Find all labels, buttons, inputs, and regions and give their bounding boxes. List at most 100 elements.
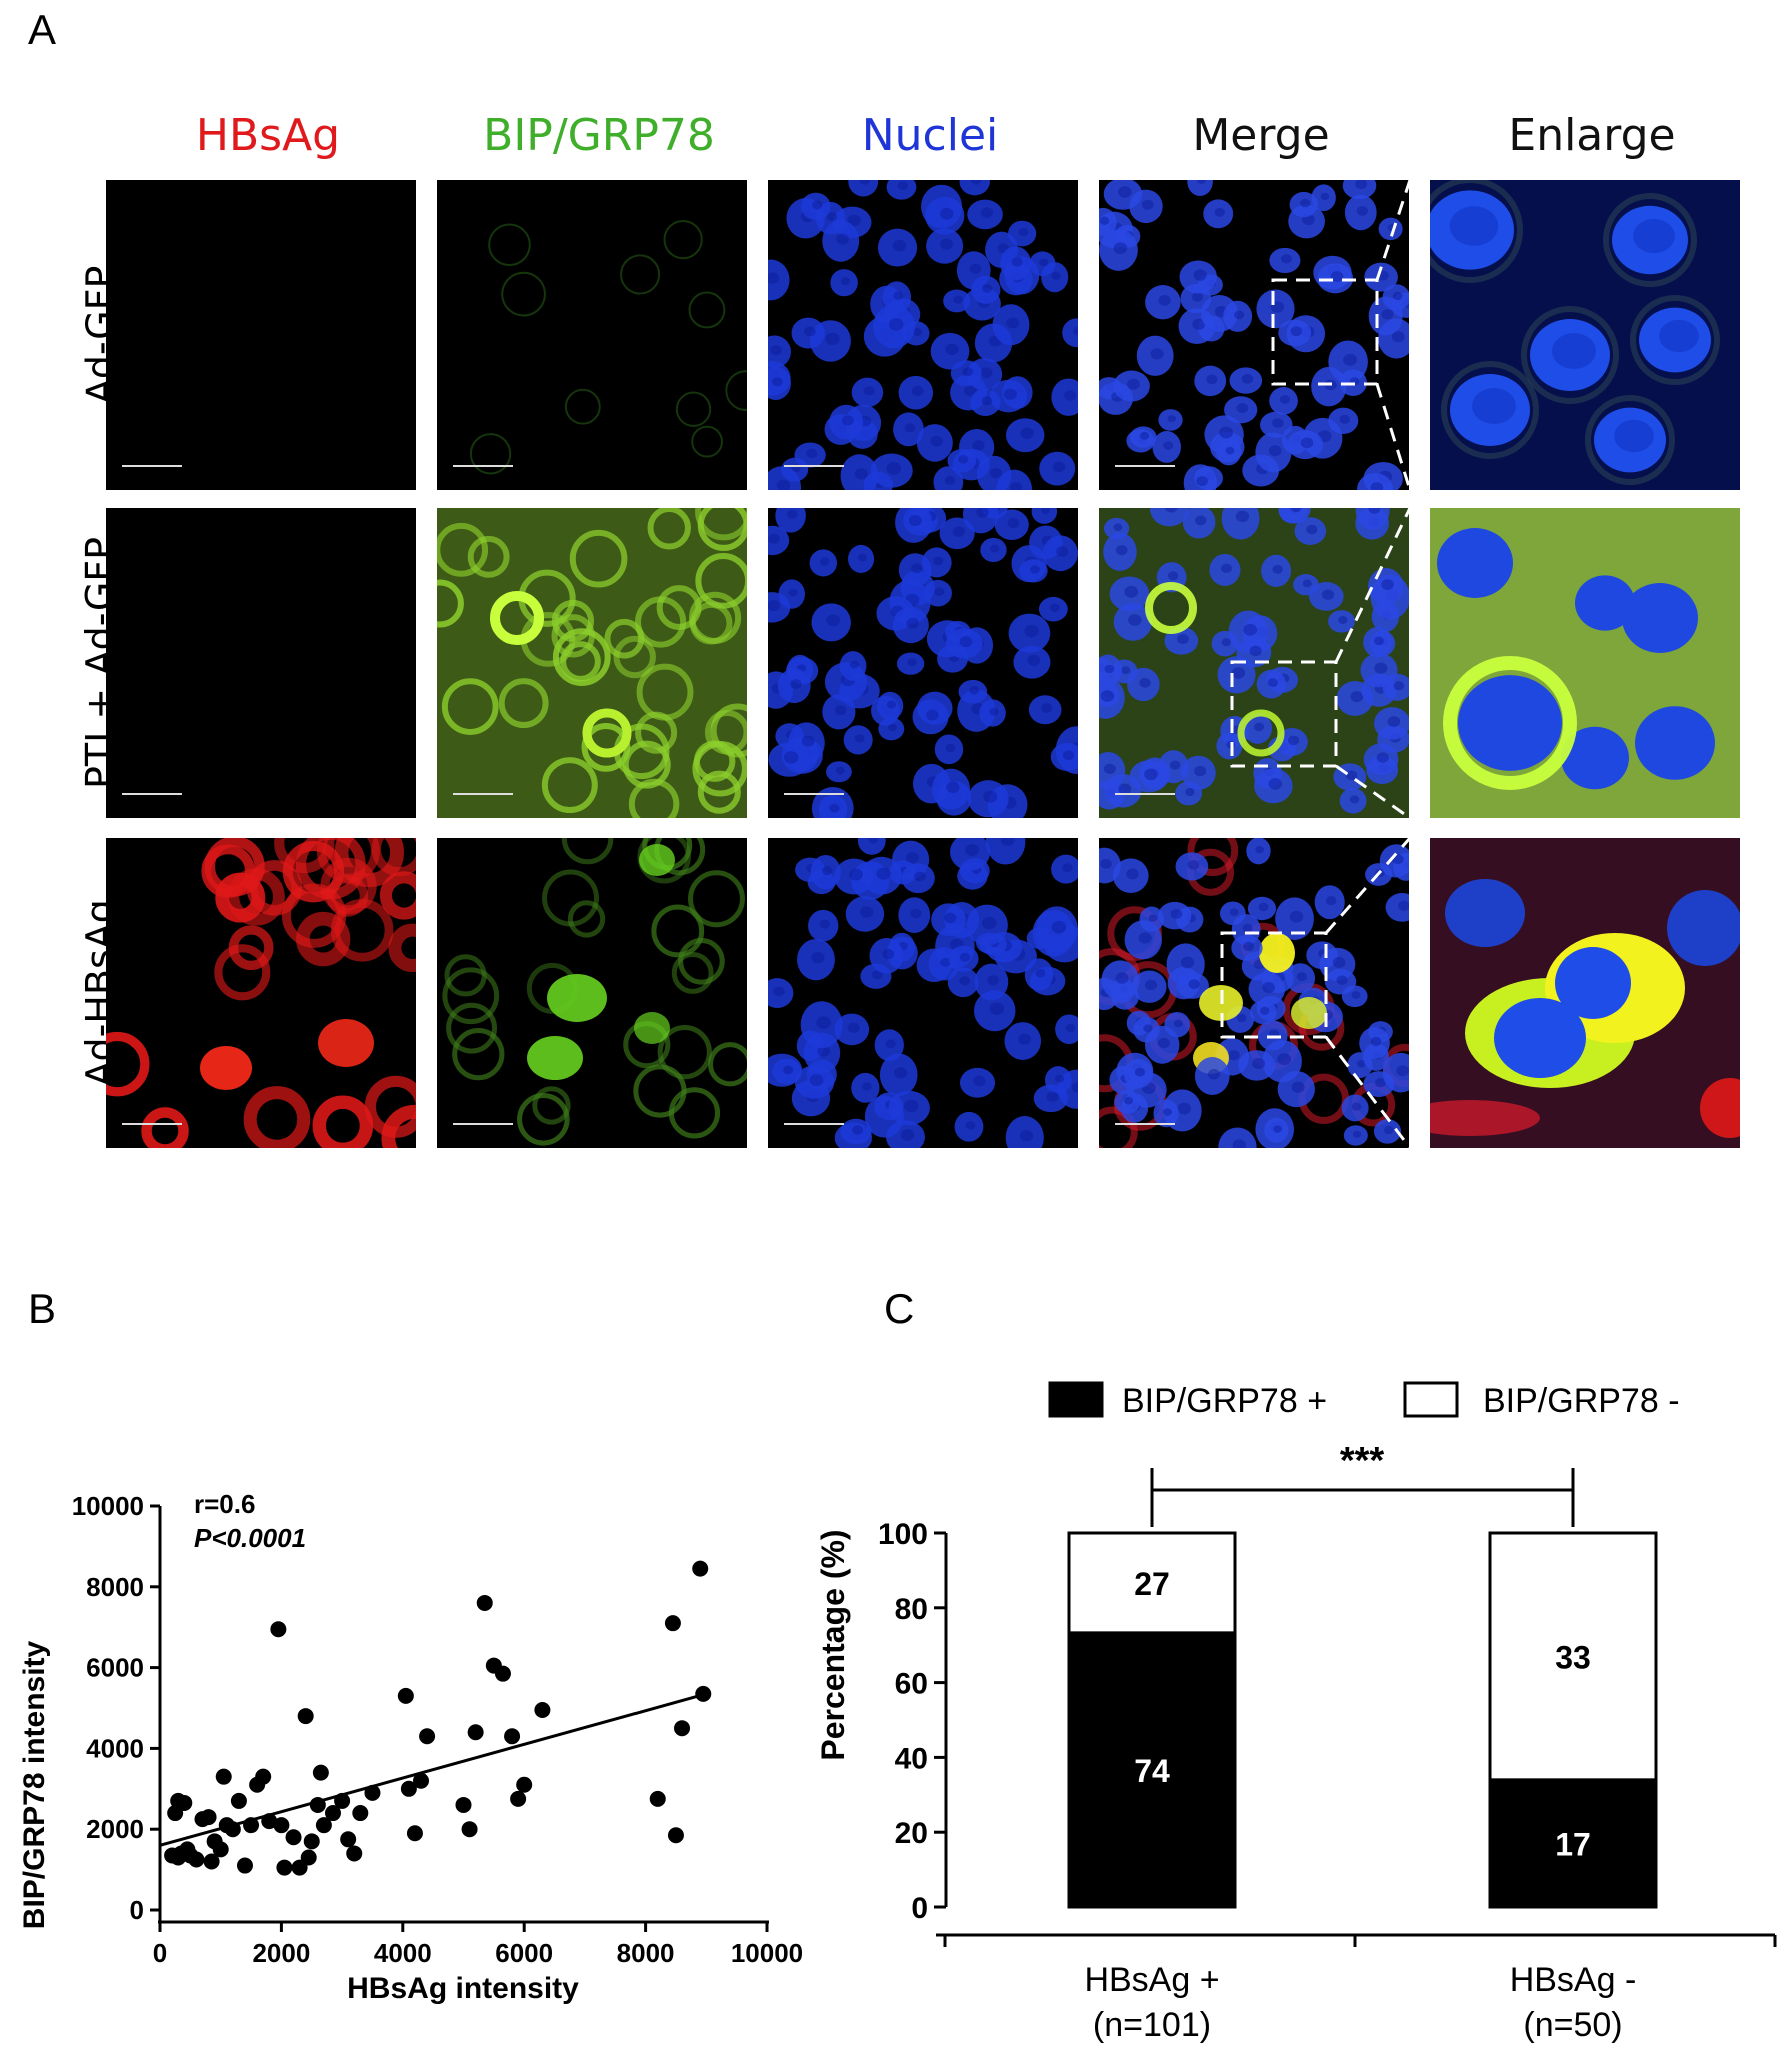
zoom-box-row2 <box>1230 660 1338 768</box>
scatter-point <box>236 1857 253 1874</box>
bar-value-label: 74 <box>1134 1753 1170 1789</box>
bar-segment-negative <box>1488 1531 1658 1782</box>
tile-ad-gfp-bip <box>437 180 747 490</box>
legend-label-positive: BIP/GRP78 + <box>1122 1382 1327 1420</box>
bar-value-label: 27 <box>1134 1566 1170 1602</box>
tile-ad-gfp-hbsag <box>106 180 416 490</box>
scatter-point <box>340 1831 357 1848</box>
scatter-point <box>419 1728 436 1745</box>
scatter-x-axis-label: HBsAg intensity <box>347 1972 579 2005</box>
bar-category-label: (n=50) <box>1523 2006 1622 2044</box>
scatter-point <box>516 1776 533 1793</box>
scatter-point <box>315 1817 332 1834</box>
scatter-x-tick-label: 4000 <box>374 1938 432 1968</box>
scatter-annotation-p: P<0.0001 <box>194 1523 306 1553</box>
bar-segment-negative <box>1067 1531 1237 1635</box>
scatter-point <box>400 1780 417 1797</box>
scatter-x-tick-label: 6000 <box>495 1938 553 1968</box>
bar-y-axis-label: Percentage (%) <box>815 1529 851 1760</box>
scatter-y-tick-label: 0 <box>130 1895 144 1925</box>
scatter-chart: r=0.6 P<0.0001 0 2000 4000 6000 8000 10000 0 20… <box>18 1489 803 2005</box>
scatter-y-tick-label: 8000 <box>86 1572 144 1602</box>
scatter-point <box>494 1665 511 1682</box>
zoom-line-row2-bottom <box>1335 764 1411 820</box>
scatter-point <box>352 1805 369 1822</box>
scatter-point <box>297 1708 314 1725</box>
bar-y-tick-label: 100 <box>878 1518 928 1551</box>
scatter-point <box>312 1764 329 1781</box>
scatter-point <box>510 1790 527 1807</box>
scatter-point <box>664 1615 681 1632</box>
bar-y-tick-label: 40 <box>895 1742 928 1775</box>
tile-pti-ad-gfp-nuclei <box>768 508 1078 818</box>
bar-segment-positive <box>1067 1631 1237 1909</box>
scatter-point <box>203 1853 220 1870</box>
tile-ad-hbsag-enlarge <box>1430 838 1740 1148</box>
zoom-box-row1 <box>1271 278 1379 386</box>
panel-letter-c: C <box>884 1285 915 1332</box>
scatter-point <box>285 1829 302 1846</box>
scatter-point <box>170 1849 187 1866</box>
legend-swatch-positive <box>1048 1381 1104 1418</box>
bar-value-label: 33 <box>1555 1639 1591 1675</box>
scatter-y-tick-label: 10000 <box>72 1491 144 1521</box>
scatter-point <box>504 1728 521 1745</box>
scatter-point <box>406 1825 423 1842</box>
scatter-point <box>255 1768 272 1785</box>
scatter-point <box>467 1724 484 1741</box>
scatter-point <box>534 1702 551 1719</box>
column-header-nuclei: Nuclei <box>861 110 999 161</box>
scatter-point <box>476 1594 493 1611</box>
scatter-point <box>215 1768 232 1785</box>
bar-category-label: HBsAg + <box>1084 1961 1219 1999</box>
scatter-point <box>270 1621 287 1638</box>
scatter-point <box>230 1792 247 1809</box>
tile-pti-ad-gfp-hbsag <box>106 508 416 818</box>
zoom-guide-lines <box>1220 278 1412 1149</box>
column-header-merge: Merge <box>1192 110 1330 161</box>
tile-ad-gfp-enlarge <box>1430 180 1740 490</box>
tile-ad-gfp-merge <box>1099 180 1409 490</box>
bar-category-label: HBsAg - <box>1510 1961 1637 1999</box>
legend-label-negative: BIP/GRP78 - <box>1483 1382 1680 1420</box>
column-header-enlarge: Enlarge <box>1508 110 1676 161</box>
significance-bracket <box>1150 1468 1575 1527</box>
scatter-point <box>303 1833 320 1850</box>
tile-ad-gfp-nuclei <box>768 180 1078 490</box>
scatter-point <box>276 1859 293 1876</box>
scatter-y-tick-label: 2000 <box>86 1814 144 1844</box>
stacked-bar-chart: BIP/GRP78 + BIP/GRP78 - *** 0 20 40 60 80 100… <box>815 1381 1777 2044</box>
scatter-point <box>176 1794 193 1811</box>
scatter-annotation-r: r=0.6 <box>194 1489 255 1519</box>
column-header-bip: BIP/GRP78 <box>483 110 715 161</box>
significance-stars: *** <box>1340 1440 1385 1482</box>
scatter-point <box>674 1720 691 1737</box>
scatter-x-tick-label: 10000 <box>731 1938 803 1968</box>
scatter-point <box>413 1772 430 1789</box>
scatter-y-tick-label: 6000 <box>86 1653 144 1683</box>
zoom-line-row3-bottom <box>1324 1036 1412 1149</box>
zoom-box-row3 <box>1220 931 1328 1039</box>
scatter-y-axis-label: BIP/GRP78 intensity <box>18 1640 51 1929</box>
tile-pti-ad-gfp-enlarge <box>1430 508 1740 818</box>
bar-value-label: 17 <box>1555 1826 1591 1862</box>
scatter-point <box>397 1687 414 1704</box>
legend-swatch-negative <box>1403 1381 1459 1418</box>
scatter-point <box>188 1851 205 1868</box>
scatter-point <box>461 1821 478 1838</box>
scatter-x-tick-label: 0 <box>153 1938 167 1968</box>
scatter-x-tick-label: 8000 <box>617 1938 675 1968</box>
tile-ad-hbsag-hbsag <box>106 838 416 1148</box>
bar-y-tick-label: 80 <box>895 1593 928 1626</box>
scatter-point <box>346 1845 363 1862</box>
tile-ad-hbsag-nuclei <box>768 838 1078 1148</box>
tile-ad-hbsag-bip <box>437 838 747 1148</box>
scatter-point <box>300 1849 317 1866</box>
zoom-line-row3-top <box>1324 837 1412 934</box>
scatter-fit-line <box>159 1692 707 1847</box>
panel-letter-b: B <box>28 1285 57 1332</box>
tile-pti-ad-gfp-bip <box>437 508 747 818</box>
panel-letter-a: A <box>28 6 57 53</box>
scatter-point <box>692 1560 709 1577</box>
scatter-point <box>273 1817 290 1834</box>
